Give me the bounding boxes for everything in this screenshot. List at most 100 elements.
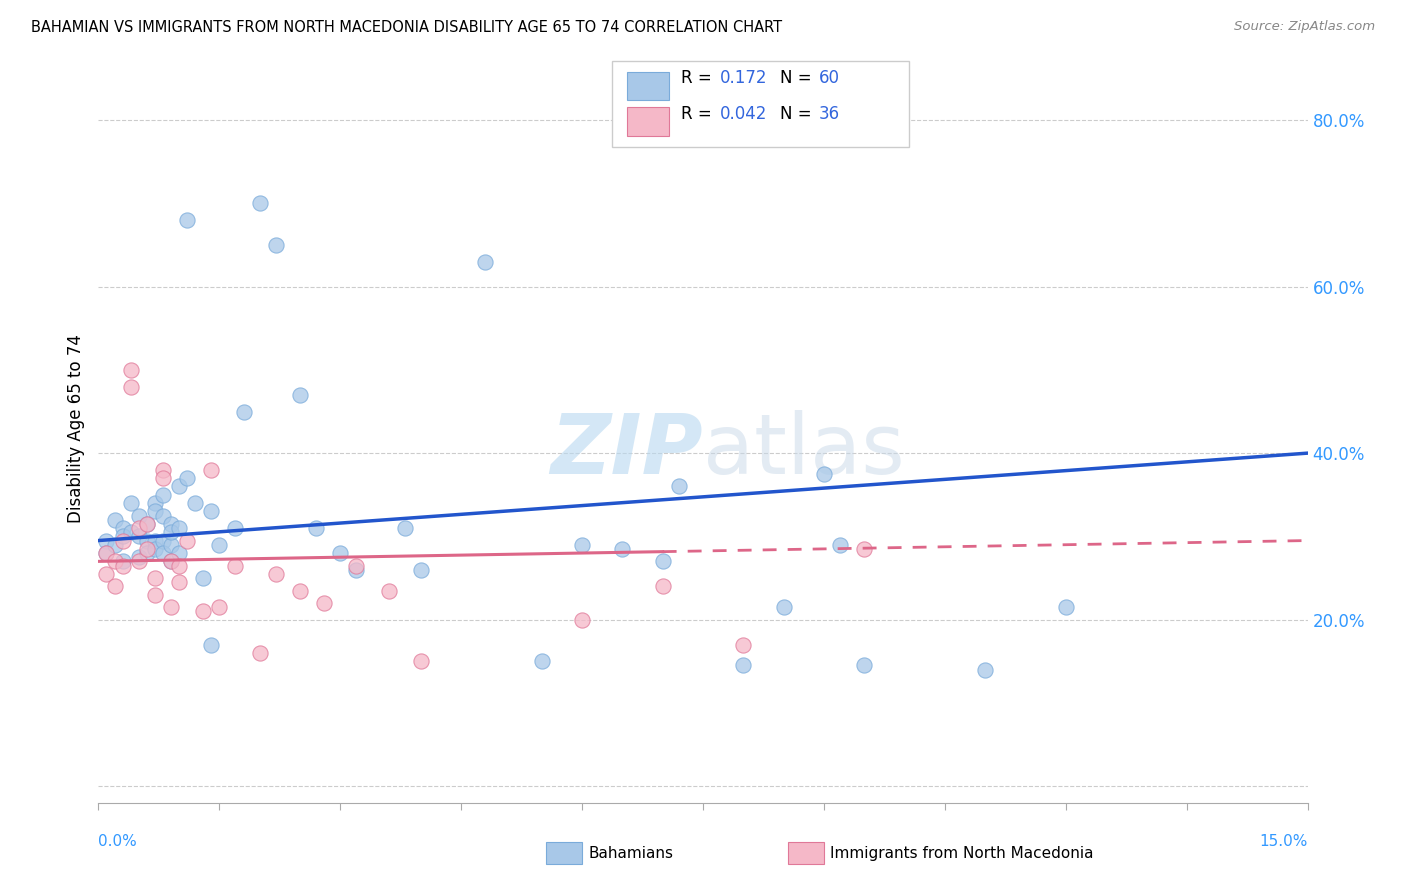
Point	[111, 529, 134, 543]
Point	[135, 516, 157, 531]
Point	[103, 538, 125, 552]
Point	[208, 600, 231, 615]
Point	[143, 533, 166, 548]
Point	[128, 521, 150, 535]
Point	[208, 538, 231, 552]
Point	[135, 516, 157, 531]
Point	[143, 588, 166, 602]
Text: R =: R =	[682, 105, 717, 123]
Point	[176, 533, 198, 548]
FancyBboxPatch shape	[627, 71, 669, 100]
Bar	[546, 842, 582, 864]
Point	[668, 479, 690, 493]
Point	[193, 604, 215, 618]
Point	[96, 566, 118, 581]
Point	[135, 533, 157, 548]
Point	[135, 541, 157, 556]
Text: 0.172: 0.172	[720, 70, 768, 87]
Point	[167, 575, 190, 590]
Point	[772, 600, 794, 615]
Text: 60: 60	[820, 70, 839, 87]
Point	[394, 521, 416, 535]
Point	[160, 554, 183, 568]
Point	[344, 558, 367, 573]
Point	[853, 658, 876, 673]
Point	[232, 404, 254, 418]
Text: R =: R =	[682, 70, 717, 87]
Point	[167, 479, 190, 493]
Point	[152, 508, 174, 523]
Y-axis label: Disability Age 65 to 74: Disability Age 65 to 74	[66, 334, 84, 523]
Point	[249, 646, 271, 660]
Text: BAHAMIAN VS IMMIGRANTS FROM NORTH MACEDONIA DISABILITY AGE 65 TO 74 CORRELATION : BAHAMIAN VS IMMIGRANTS FROM NORTH MACEDO…	[31, 20, 782, 35]
Point	[143, 496, 166, 510]
Point	[264, 566, 287, 581]
Point	[111, 554, 134, 568]
Point	[160, 538, 183, 552]
Point	[152, 488, 174, 502]
Point	[128, 550, 150, 565]
Point	[305, 521, 328, 535]
Point	[120, 379, 142, 393]
Point	[474, 254, 496, 268]
Text: 0.0%: 0.0%	[98, 834, 138, 849]
Point	[152, 533, 174, 548]
FancyBboxPatch shape	[613, 61, 908, 147]
Point	[135, 546, 157, 560]
Bar	[787, 842, 824, 864]
Point	[224, 558, 246, 573]
Point	[167, 546, 190, 560]
Point	[344, 563, 367, 577]
Text: 36: 36	[820, 105, 841, 123]
Point	[103, 554, 125, 568]
Point	[143, 541, 166, 556]
Point	[120, 496, 142, 510]
Point	[96, 546, 118, 560]
Point	[314, 596, 336, 610]
Point	[193, 571, 215, 585]
Point	[853, 541, 876, 556]
Text: ZIP: ZIP	[550, 410, 703, 491]
Point	[409, 654, 432, 668]
Point	[733, 638, 755, 652]
Point	[184, 496, 207, 510]
Point	[96, 546, 118, 560]
Point	[152, 463, 174, 477]
Text: Immigrants from North Macedonia: Immigrants from North Macedonia	[830, 846, 1094, 861]
Point	[120, 363, 142, 377]
Point	[828, 538, 851, 552]
Point	[111, 558, 134, 573]
Point	[160, 554, 183, 568]
Point	[409, 563, 432, 577]
Point	[111, 521, 134, 535]
Point	[813, 467, 835, 481]
Point	[288, 583, 311, 598]
Point	[120, 525, 142, 540]
Point	[612, 541, 634, 556]
Text: atlas: atlas	[703, 410, 904, 491]
Point	[103, 579, 125, 593]
Point	[264, 238, 287, 252]
Point	[530, 654, 553, 668]
Point	[224, 521, 246, 535]
Text: Source: ZipAtlas.com: Source: ZipAtlas.com	[1234, 20, 1375, 33]
Point	[249, 196, 271, 211]
Point	[128, 554, 150, 568]
Point	[160, 525, 183, 540]
Point	[152, 471, 174, 485]
Text: N =: N =	[780, 70, 817, 87]
Point	[651, 554, 673, 568]
Point	[329, 546, 352, 560]
Point	[200, 463, 222, 477]
Point	[1054, 600, 1077, 615]
Text: 15.0%: 15.0%	[1260, 834, 1308, 849]
Point	[128, 508, 150, 523]
Point	[111, 533, 134, 548]
Point	[160, 600, 183, 615]
Point	[167, 521, 190, 535]
Text: N =: N =	[780, 105, 817, 123]
Point	[176, 213, 198, 227]
Text: 0.042: 0.042	[720, 105, 768, 123]
Point	[377, 583, 399, 598]
Point	[128, 529, 150, 543]
